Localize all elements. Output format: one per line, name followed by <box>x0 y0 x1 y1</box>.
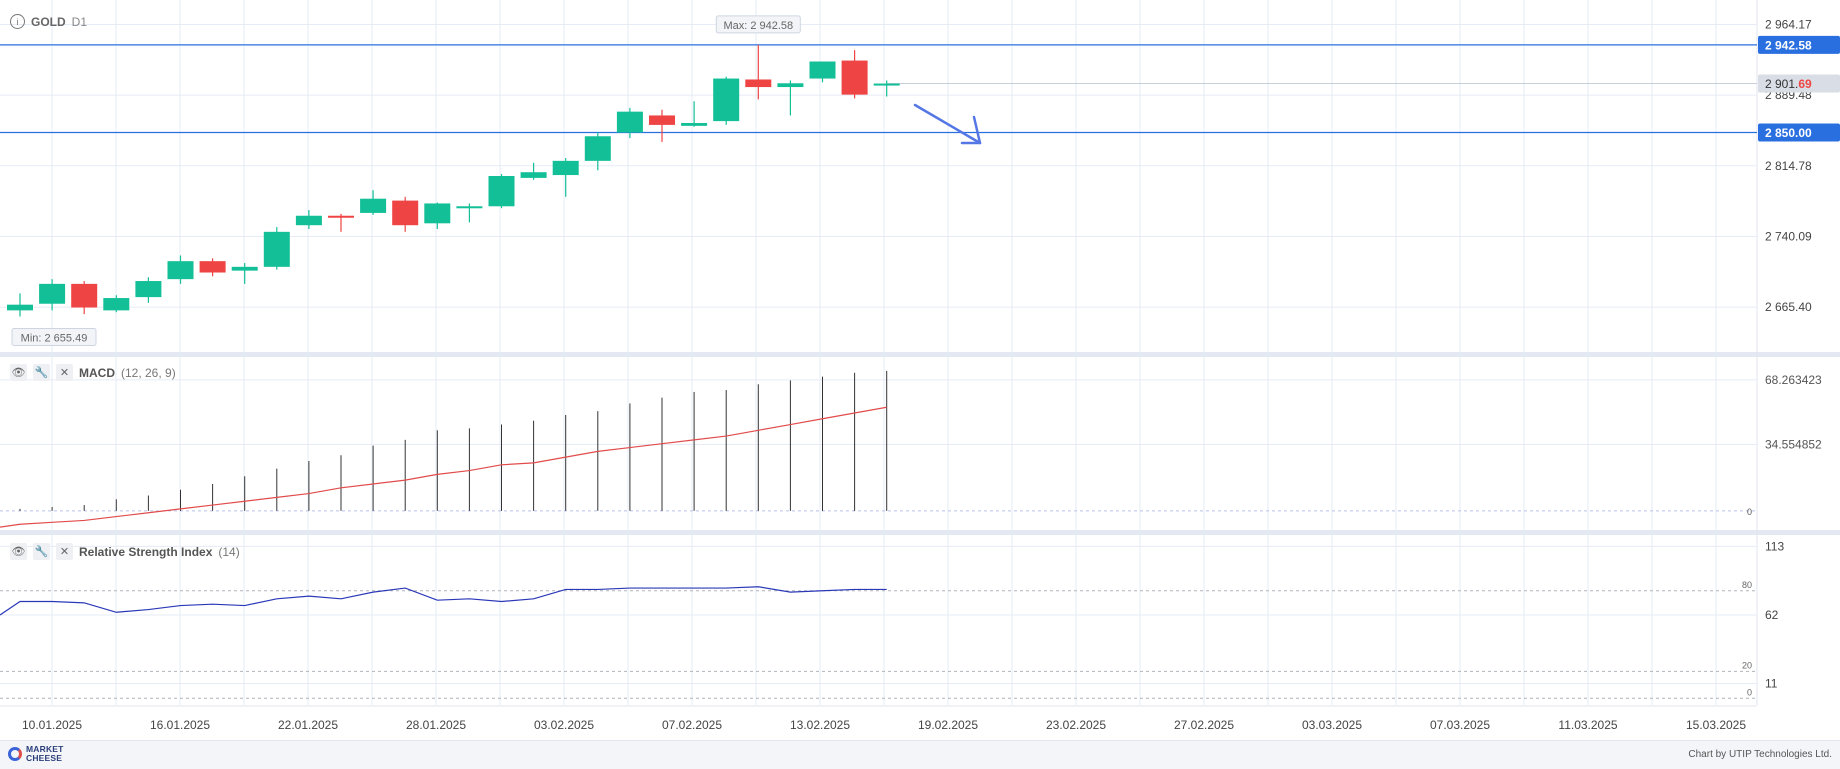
date-tick-label: 22.01.2025 <box>278 718 338 732</box>
rsi-name: Relative Strength Index <box>79 544 213 559</box>
candle-body <box>7 304 33 311</box>
level-price-badge <box>1758 123 1840 142</box>
level-price-badge <box>1758 35 1840 54</box>
macd-name: MACD <box>79 365 115 380</box>
price-tick-label: 2 740.09 <box>1765 229 1812 243</box>
candle-body <box>713 78 740 122</box>
logo-icon <box>8 747 22 761</box>
candle-body <box>328 215 354 218</box>
wrench-icon[interactable]: 🔧 <box>33 543 50 560</box>
date-tick-label: 07.03.2025 <box>1430 718 1490 732</box>
timeframe-label: D1 <box>71 14 88 29</box>
eye-icon[interactable]: 👁 <box>10 364 27 381</box>
candle-body <box>777 83 804 88</box>
macd-signal-line <box>0 406 887 528</box>
rsi-tick-label: 62 <box>1765 608 1779 622</box>
date-tick-label: 13.02.2025 <box>790 718 850 732</box>
rsi-tick-label: 11 <box>1765 676 1778 690</box>
date-tick-label: 23.02.2025 <box>1046 718 1106 732</box>
price-tick-label: 2 964.17 <box>1765 17 1812 31</box>
rsi-params: (14) <box>218 544 240 559</box>
rsi-line <box>0 586 887 616</box>
candle-body <box>360 198 387 213</box>
date-tick-label: 11.03.2025 <box>1558 718 1617 732</box>
candle-body <box>616 111 643 133</box>
candle-body <box>488 176 515 207</box>
forecast-arrowhead-icon <box>960 115 982 145</box>
max-label: Max: 2 942.58 <box>723 20 793 32</box>
date-tick-label: 10.01.2025 <box>22 718 82 732</box>
rsi-tick-label: 113 <box>1765 539 1784 553</box>
candle-body <box>167 261 194 280</box>
candle-body <box>809 61 836 79</box>
price-tick-label: 2 814.78 <box>1765 159 1812 173</box>
rsi-level-label: 80 <box>1742 580 1752 590</box>
candle-body <box>584 136 611 161</box>
min-label-box <box>11 328 97 347</box>
candle-body <box>263 231 290 267</box>
macd-params: (12, 26, 9) <box>121 365 176 380</box>
candle-body <box>520 172 547 178</box>
symbol-label: GOLD <box>31 14 66 29</box>
chart-credit: Chart by UTIP Technologies Ltd. <box>1688 749 1832 760</box>
candle-body <box>649 115 675 125</box>
candle-body <box>135 281 162 298</box>
level-price-label: 2 850.00 <box>1765 126 1812 140</box>
level-price-label: 2 942.58 <box>1765 38 1812 52</box>
macd-header: 👁 🔧 ✕ MACD (12, 26, 9) <box>10 364 176 381</box>
candle-body <box>424 203 451 224</box>
min-label: Min: 2 655.49 <box>21 333 88 345</box>
chart-canvas[interactable]: 2 964.172 889.482 814.782 740.092 665.40… <box>0 0 1840 740</box>
date-tick-label: 07.02.2025 <box>662 718 722 732</box>
current-price-badge <box>1758 74 1840 93</box>
max-label-box <box>715 15 801 34</box>
close-icon[interactable]: ✕ <box>56 364 73 381</box>
macd-tick-label: 34.554852 <box>1765 438 1822 452</box>
candle-body <box>681 123 708 126</box>
candle-body <box>552 160 579 176</box>
rsi-level-label: 0 <box>1747 687 1752 697</box>
candle-body <box>39 283 66 304</box>
logo-line2: CHEESE <box>26 753 63 763</box>
eye-icon[interactable]: 👁 <box>10 543 27 560</box>
price-tick-label: 2 665.40 <box>1765 300 1812 314</box>
date-tick-label: 15.03.2025 <box>1686 718 1746 732</box>
candle-body <box>103 298 130 311</box>
date-tick-label: 03.03.2025 <box>1302 718 1362 732</box>
market-cheese-logo[interactable]: MARKET CHEESE <box>8 745 64 763</box>
rsi-level-label: 20 <box>1742 660 1752 670</box>
date-tick-label: 19.02.2025 <box>918 718 978 732</box>
candle-body <box>745 79 772 88</box>
candle-body <box>71 283 98 308</box>
chart-header: i GOLD D1 <box>10 14 87 29</box>
footer: MARKET CHEESE Chart by UTIP Technologies… <box>0 740 1840 769</box>
chart-background <box>0 0 1840 740</box>
pane-separator <box>0 352 1840 357</box>
rsi-header: 👁 🔧 ✕ Relative Strength Index (14) <box>10 543 240 560</box>
forecast-arrow-icon <box>913 103 982 145</box>
date-tick-label: 16.01.2025 <box>150 718 210 732</box>
candle-body <box>841 60 868 95</box>
candle-body <box>295 215 322 226</box>
wrench-icon[interactable]: 🔧 <box>33 364 50 381</box>
candle-body <box>456 206 483 209</box>
close-icon[interactable]: ✕ <box>56 543 73 560</box>
candle-body <box>199 261 226 273</box>
info-icon[interactable]: i <box>10 14 25 29</box>
date-tick-label: 27.02.2025 <box>1174 718 1234 732</box>
macd-tick-label: 68.263423 <box>1765 373 1822 387</box>
candle-body <box>231 266 258 271</box>
date-tick-label: 28.01.2025 <box>406 718 466 732</box>
candle-body <box>873 83 900 86</box>
candle-body <box>392 200 419 226</box>
logo-line1: MARKET <box>26 744 64 754</box>
date-tick-label: 03.02.2025 <box>534 718 594 732</box>
pane-separator <box>0 530 1840 535</box>
macd-tick-label: 0 <box>1747 507 1752 517</box>
current-price-label: 2 901.69 <box>1765 77 1812 91</box>
